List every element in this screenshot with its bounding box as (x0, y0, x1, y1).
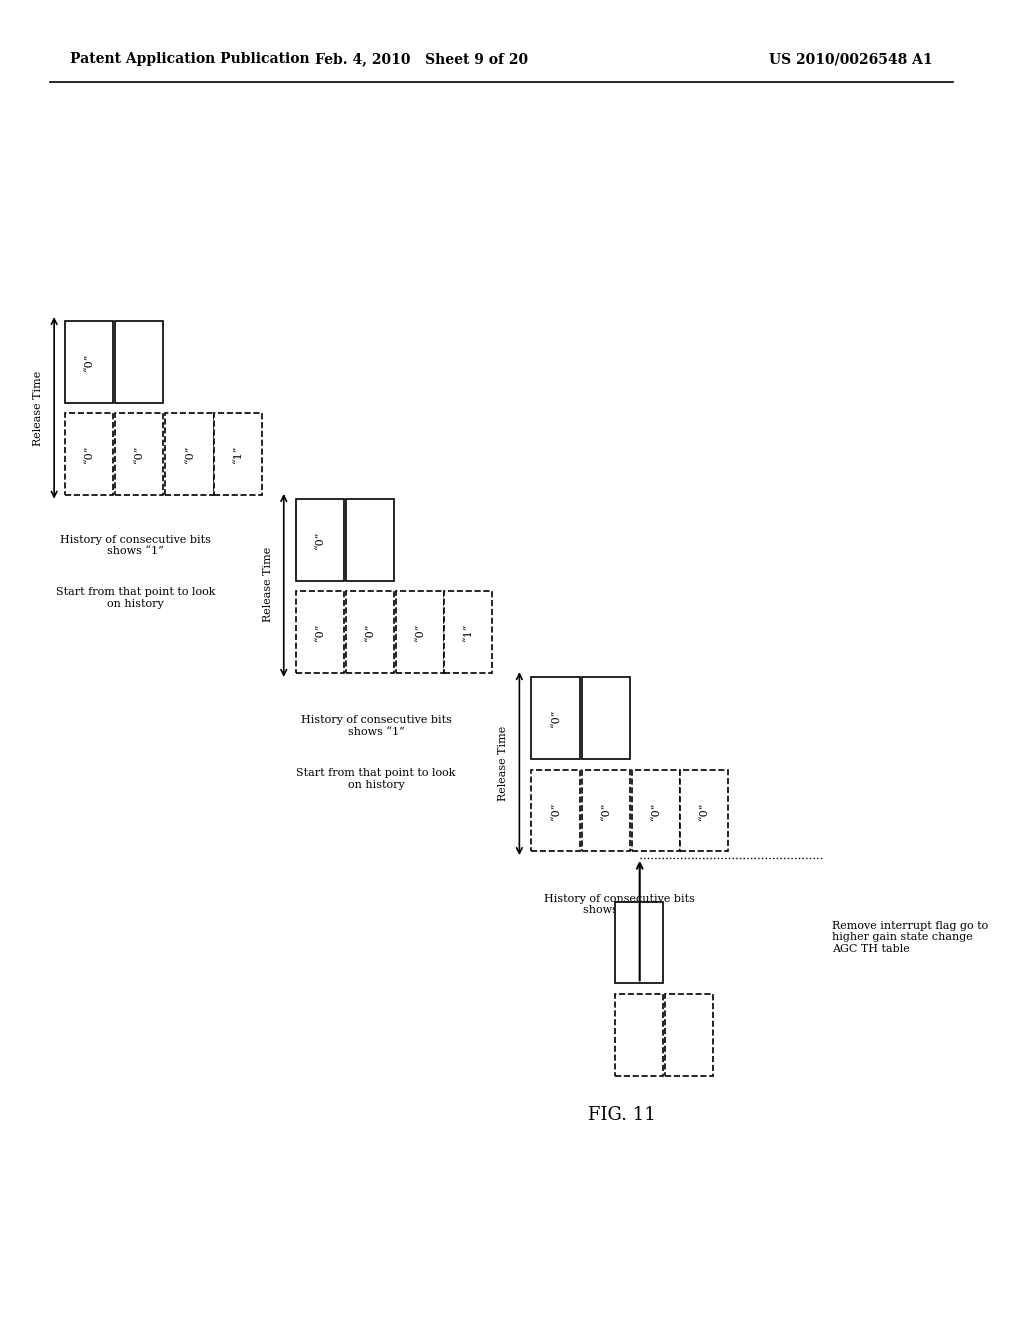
Bar (444, 591, 493, 673)
Text: Release Time: Release Time (33, 370, 43, 446)
Bar (66, 321, 114, 403)
Bar (66, 413, 114, 495)
Text: “0”: “0” (314, 531, 325, 549)
Text: Start from that point to look
on history: Start from that point to look on history (296, 768, 456, 789)
Bar (531, 770, 580, 851)
Text: “0”: “0” (551, 709, 560, 727)
Text: Remove interrupt flag go to
higher gain state change
AGC TH table: Remove interrupt flag go to higher gain … (833, 920, 988, 954)
Bar (346, 591, 394, 673)
Text: US 2010/0026548 A1: US 2010/0026548 A1 (769, 53, 933, 66)
Text: Patent Application Publication: Patent Application Publication (71, 53, 310, 66)
Bar (346, 499, 394, 581)
Text: Release Time: Release Time (499, 725, 508, 801)
Text: FIG. 11: FIG. 11 (588, 1106, 655, 1125)
Bar (614, 902, 663, 983)
Text: History of consecutive bits
shows “1”: History of consecutive bits shows “1” (301, 715, 452, 737)
Text: History of consecutive bits
shows all “0”: History of consecutive bits shows all “0… (544, 894, 695, 915)
Text: “0”: “0” (134, 445, 144, 463)
Bar (296, 499, 344, 581)
Bar (582, 677, 630, 759)
Bar (166, 413, 214, 495)
Bar (396, 591, 444, 673)
Bar (116, 413, 164, 495)
Text: “0”: “0” (650, 801, 660, 820)
Text: Start from that point to look
on history: Start from that point to look on history (55, 587, 215, 609)
Text: “1”: “1” (463, 623, 473, 642)
Text: Release Time: Release Time (263, 546, 272, 623)
Bar (582, 770, 630, 851)
Text: History of consecutive bits
shows “1”: History of consecutive bits shows “1” (60, 535, 211, 556)
Text: “0”: “0” (365, 623, 375, 642)
Bar (614, 994, 663, 1076)
Text: “0”: “0” (84, 445, 94, 463)
Bar (665, 994, 713, 1076)
Text: “0”: “0” (84, 352, 94, 371)
Bar (680, 770, 728, 851)
Bar (116, 321, 164, 403)
Bar (531, 677, 580, 759)
Text: “0”: “0” (184, 445, 195, 463)
Bar (296, 591, 344, 673)
Text: “0”: “0” (551, 801, 560, 820)
Bar (214, 413, 262, 495)
Text: “0”: “0” (314, 623, 325, 642)
Text: “0”: “0” (698, 801, 709, 820)
Text: Feb. 4, 2010   Sheet 9 of 20: Feb. 4, 2010 Sheet 9 of 20 (314, 53, 527, 66)
Text: “1”: “1” (232, 445, 243, 463)
Bar (632, 770, 680, 851)
Text: “0”: “0” (415, 623, 425, 642)
Text: “0”: “0” (601, 801, 610, 820)
